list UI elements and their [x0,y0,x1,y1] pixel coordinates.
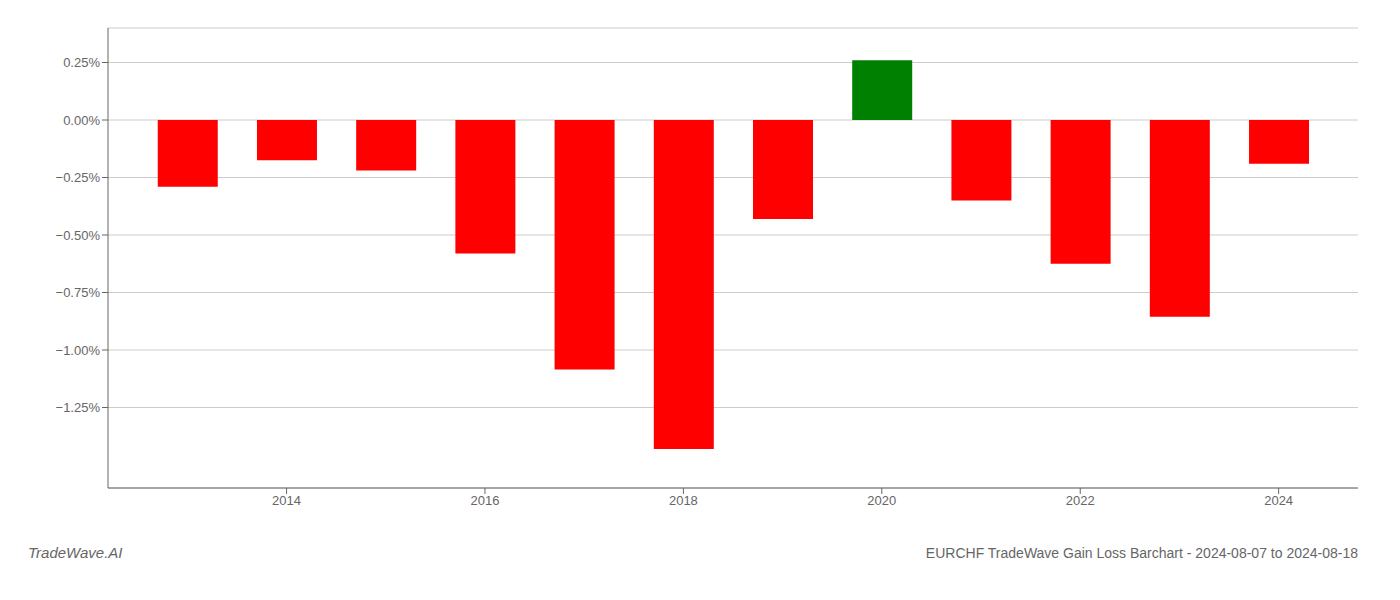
svg-text:2018: 2018 [669,493,698,508]
html-text:TradeWave.AI: TradeWave.AI [28,544,123,561]
svg-text:2020: 2020 [867,493,896,508]
html-text:EURCHF TradeWave Gain Loss Bar: EURCHF TradeWave Gain Loss Barchart - 20… [925,545,1358,561]
svg-text:2022: 2022 [1066,493,1095,508]
svg-text:−0.75%: −0.75% [56,285,101,300]
svg-text:−0.25%: −0.25% [56,170,101,185]
svg-text:0.00%: 0.00% [63,113,100,128]
svg-text:−1.25%: −1.25% [56,400,101,415]
svg-text:2016: 2016 [471,493,500,508]
svg-text:2014: 2014 [272,493,301,508]
svg-text:0.25%: 0.25% [63,55,100,70]
svg-text:2024: 2024 [1264,493,1293,508]
svg-text:−1.00%: −1.00% [56,343,101,358]
svg-text:−0.50%: −0.50% [56,228,101,243]
